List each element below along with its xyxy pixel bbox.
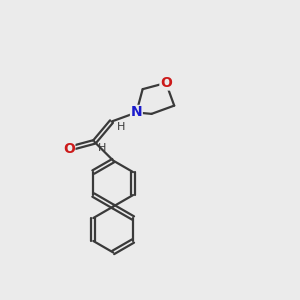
Text: H: H: [98, 143, 106, 154]
Text: O: O: [63, 142, 75, 156]
Text: H: H: [117, 122, 125, 132]
Text: O: O: [160, 76, 172, 90]
Text: N: N: [130, 106, 142, 119]
